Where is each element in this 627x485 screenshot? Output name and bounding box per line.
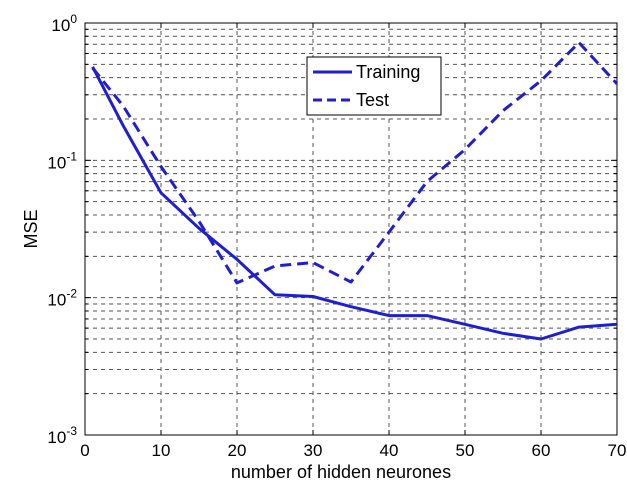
plot-frame: [84, 22, 618, 436]
series-group: [91, 41, 619, 341]
x-axis-label: number of hidden neurones: [231, 462, 451, 482]
legend-label-test: Test: [356, 90, 389, 110]
y-tick-label: 10-3: [47, 424, 77, 447]
legend: Training Test: [306, 56, 442, 116]
x-tick-label: 0: [80, 441, 89, 460]
legend-label-training: Training: [356, 62, 420, 82]
y-tick-label: 10-2: [47, 287, 77, 310]
y-axis-label: MSE: [21, 209, 41, 248]
y-tick-label: 10-1: [47, 149, 77, 172]
y-tick-label: 100: [51, 12, 77, 35]
x-tick-label: 50: [456, 441, 475, 460]
x-tick-label: 30: [304, 441, 323, 460]
series-line-training: [91, 66, 618, 341]
x-tick-label: 10: [152, 441, 171, 460]
legend-box: [306, 56, 442, 116]
axis-ticks: 0 10 20 30 40 50 60 70 100 10-1 10-2 10-3: [47, 12, 626, 460]
x-tick-label: 70: [608, 441, 627, 460]
x-tick-label: 40: [380, 441, 399, 460]
x-tick-label: 20: [228, 441, 247, 460]
x-tick-label: 60: [532, 441, 551, 460]
series-line-test: [91, 41, 619, 285]
